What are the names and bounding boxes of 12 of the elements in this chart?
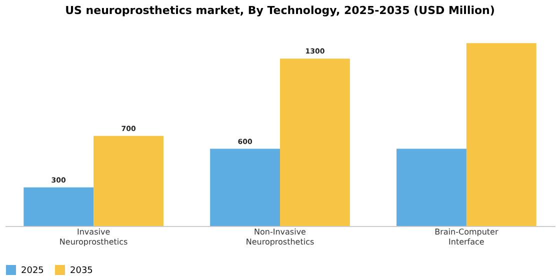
bar bbox=[280, 58, 350, 226]
legend-label: 2025 bbox=[21, 266, 44, 276]
bar bbox=[396, 148, 466, 226]
bar bbox=[466, 43, 536, 226]
bar bbox=[210, 148, 280, 226]
x-tick-label: Non-Invasive Neuroprosthetics bbox=[246, 228, 314, 246]
chart-title: US neuroprosthetics market, By Technology, 2025-2035 (USD Million) bbox=[65, 4, 495, 17]
x-tick-label: Invasive Neuroprosthetics bbox=[59, 228, 128, 246]
bar bbox=[94, 136, 164, 226]
legend-label: 2035 bbox=[70, 266, 93, 276]
bar bbox=[24, 187, 94, 226]
x-tick-label: Brain-Computer Interface bbox=[434, 228, 499, 246]
